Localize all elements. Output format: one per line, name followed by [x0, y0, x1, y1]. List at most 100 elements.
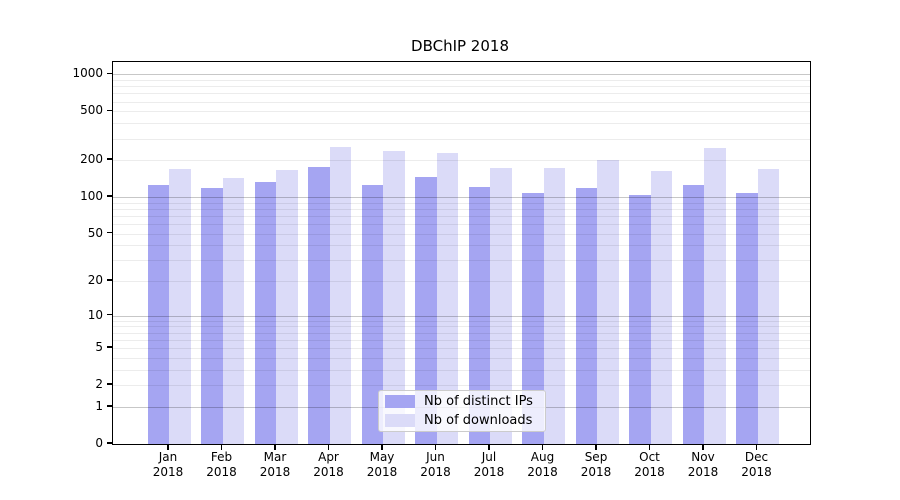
y-tick-mark [107, 195, 112, 197]
x-tick-label: Apr 2018 [299, 450, 359, 480]
x-tick-mark [274, 444, 276, 450]
x-tick-label: Sep 2018 [566, 450, 626, 480]
gridline [113, 74, 810, 76]
x-tick-label-year: 2018 [259, 465, 291, 479]
bar-distinct-ips [254, 181, 276, 444]
bar-distinct-ips [629, 195, 651, 444]
x-tick-label-year: 2018 [634, 465, 665, 479]
x-tick-mark [755, 444, 758, 450]
x-tick-label-year: 2018 [313, 465, 344, 479]
x-tick-label-year: 2018 [366, 465, 398, 479]
gridline [113, 123, 810, 125]
bar-distinct-ips [736, 193, 758, 444]
y-tick-label: 100 [80, 189, 103, 204]
x-tick-mark [381, 444, 383, 450]
chart-title: DBChIP 2018 [411, 37, 509, 55]
x-tick-label: May 2018 [352, 450, 412, 480]
y-tick-mark [107, 442, 112, 444]
y-tick-mark [107, 279, 112, 281]
x-tick-mark [167, 444, 169, 450]
legend-label-downloads: Nb of downloads [424, 413, 533, 428]
bar-downloads [169, 168, 191, 444]
y-tick-mark [107, 109, 112, 112]
gridline [113, 86, 810, 88]
bar-downloads [383, 150, 405, 444]
bar-distinct-ips [201, 188, 223, 444]
x-tick-mark [220, 444, 223, 450]
x-tick-label-year: 2018 [206, 465, 237, 479]
x-tick-mark [434, 444, 437, 450]
y-tick-label: 50 [87, 225, 103, 240]
x-tick-label-year: 2018 [741, 465, 772, 479]
x-tick-label: Mar 2018 [245, 450, 305, 480]
y-tick-label: 1000 [72, 66, 103, 81]
bar-distinct-ips [147, 185, 169, 444]
x-tick-label: Aug 2018 [513, 450, 573, 480]
y-tick-label: 5 [95, 340, 103, 355]
gridline [113, 79, 810, 81]
bar-downloads [329, 146, 351, 444]
legend-swatch-downloads [385, 414, 415, 427]
bar-downloads [597, 160, 619, 444]
gridline [113, 138, 810, 140]
y-tick-mark [107, 72, 112, 75]
y-tick-mark [107, 231, 112, 234]
x-tick-label-year: 2018 [152, 465, 184, 479]
bar-distinct-ips [415, 176, 437, 444]
y-tick-label: 2 [95, 377, 103, 392]
y-tick-label: 10 [87, 307, 103, 322]
bar-downloads [543, 167, 565, 444]
bar-downloads [436, 153, 458, 444]
bar-distinct-ips [308, 167, 330, 444]
y-tick-mark [107, 158, 112, 160]
y-tick-label: 200 [80, 152, 103, 167]
x-tick-label-year: 2018 [527, 465, 558, 479]
gridline [113, 111, 810, 113]
x-tick-label-year: 2018 [580, 465, 612, 479]
x-tick-label-year: 2018 [687, 465, 719, 479]
gridline [113, 101, 810, 103]
x-tick-label: Dec 2018 [727, 450, 787, 480]
y-tick-label: 20 [87, 273, 103, 288]
x-tick-label: Jan 2018 [138, 450, 198, 480]
y-tick-label: 0 [95, 436, 103, 450]
bar-downloads [757, 169, 779, 444]
x-tick-mark [488, 444, 490, 450]
legend-swatch-distinct-ips [385, 395, 415, 408]
y-tick-mark [107, 383, 112, 385]
x-tick-label: Feb 2018 [192, 450, 252, 480]
y-tick-mark [107, 346, 112, 348]
bar-downloads [490, 167, 512, 444]
x-tick-mark [702, 444, 704, 450]
x-tick-mark [327, 444, 330, 450]
bar-distinct-ips [682, 185, 704, 444]
legend-entry-downloads: Nb of downloads [385, 413, 539, 428]
x-tick-label: Jun 2018 [406, 450, 466, 480]
x-tick-mark [541, 444, 544, 450]
y-tick-mark [107, 313, 112, 316]
bar-distinct-ips [361, 184, 383, 444]
y-tick-label: 500 [80, 103, 103, 118]
bar-distinct-ips [468, 186, 490, 444]
gridline [113, 93, 810, 95]
x-tick-label: Oct 2018 [620, 450, 680, 480]
y-tick-label: 1 [95, 398, 103, 413]
bar-downloads [222, 178, 244, 444]
x-tick-mark [595, 444, 597, 450]
bar-downloads [276, 169, 298, 444]
bar-distinct-ips [522, 193, 544, 444]
x-tick-label-year: 2018 [473, 465, 505, 479]
legend-label-distinct-ips: Nb of distinct IPs [424, 394, 533, 409]
x-tick-mark [648, 444, 651, 450]
x-tick-label-year: 2018 [420, 465, 451, 479]
y-tick-mark [107, 405, 112, 407]
legend-entry-distinct-ips: Nb of distinct IPs [385, 394, 539, 409]
bar-distinct-ips [575, 187, 597, 444]
x-tick-label: Jul 2018 [459, 450, 519, 480]
bar-downloads [650, 171, 672, 444]
bar-downloads [704, 148, 726, 444]
x-tick-label: Nov 2018 [673, 450, 733, 480]
legend: Nb of distinct IPs Nb of downloads [378, 390, 546, 432]
plot-area [112, 61, 811, 445]
